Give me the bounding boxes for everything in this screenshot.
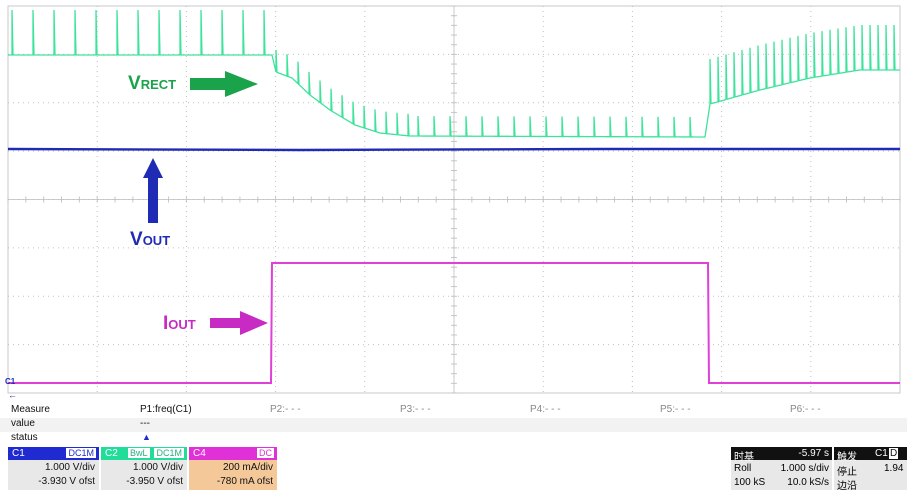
p3-measure[interactable]: P3:- - - (400, 404, 431, 415)
vrect-trace (8, 9, 900, 138)
p6-measure[interactable]: P6:- - - (790, 404, 821, 415)
vout-label-main: V (130, 229, 143, 250)
vrect-label-sub: RECT (140, 77, 177, 92)
channel-c2-offset: -3.950 V ofst (126, 476, 183, 487)
value-row: value --- (0, 418, 907, 432)
trigger-state: 停止 (837, 467, 857, 478)
trigger-coupling: D (889, 448, 899, 459)
iout-trace (8, 262, 900, 384)
channel-bar: C1 DC1M 1.000 V/div -3.930 V ofst C2 BwL… (0, 447, 907, 493)
channel-c2-bwl: BwL (128, 448, 150, 458)
timebase-delay: -5.97 s (798, 448, 829, 459)
channel-c4-coupling: DC (257, 448, 274, 458)
vout-label: VOUT (130, 229, 170, 251)
channel-c4-vdiv: 200 mA/div (222, 462, 273, 473)
channel-c2-vdiv: 1.000 V/div (132, 462, 183, 473)
warning-triangle-icon: ▲ (142, 432, 151, 442)
vout-arrow (143, 158, 163, 223)
timebase-label: 时基 (734, 452, 754, 463)
scroll-left-arrow[interactable]: ← (8, 390, 17, 400)
channel-c1-offset: -3.930 V ofst (38, 476, 95, 487)
p1-value: --- (140, 418, 150, 429)
channel-c4-box[interactable]: C4 DC 200 mA/div -780 mA ofst (189, 447, 277, 490)
timebase-header: 时基 -5.97 s (731, 447, 832, 463)
p1-measure[interactable]: P1:freq(C1) (140, 404, 192, 415)
iout-arrow (210, 311, 268, 335)
measure-label: Measure (11, 404, 50, 415)
timebase-box[interactable]: 时基 -5.97 s Roll 1.000 s/div 100 kS 10.0 … (731, 447, 832, 490)
channel-c4-name: C4 (193, 448, 206, 459)
channel-c1-coupling: DC1M (66, 448, 96, 458)
channel-c2-name: C2 (105, 448, 118, 459)
ch1-ground-marker[interactable]: C1 (5, 377, 16, 386)
timebase-mode: Roll (734, 463, 752, 474)
vrect-label: VRECT (128, 73, 176, 95)
trigger-level: 1.94 (884, 463, 904, 474)
measure-row: Measure P1:freq(C1) P2:- - - P3:- - - P4… (0, 404, 907, 418)
iout-label-main: I (163, 313, 169, 334)
channel-c1-vdiv: 1.000 V/div (44, 462, 95, 473)
trigger-box[interactable]: 触发 C1 D 停止 1.94 边沿 (834, 447, 907, 490)
vrect-label-main: V (128, 73, 141, 94)
channel-c1-name: C1 (12, 448, 25, 459)
channel-c4-offset: -780 mA ofst (216, 476, 273, 487)
graticule (7, 5, 901, 394)
channel-c2-header: C2 BwL DC1M (101, 447, 187, 460)
iout-label-sub: OUT (168, 317, 196, 332)
p4-measure[interactable]: P4:- - - (530, 404, 561, 415)
channel-c4-header: C4 DC (189, 447, 277, 460)
channel-c1-header: C1 DC1M (8, 447, 99, 460)
channel-c2-box[interactable]: C2 BwL DC1M 1.000 V/div -3.950 V ofst (101, 447, 187, 490)
trigger-slope: 边沿 (837, 481, 857, 490)
vout-label-sub: OUT (142, 233, 171, 248)
channel-c2-coupling: DC1M (154, 448, 184, 458)
vrect-arrow (190, 71, 258, 97)
timebase-points: 100 kS (734, 477, 766, 488)
status-row: status ▲ (0, 432, 907, 446)
timebase-tdiv: 1.000 s/div (780, 463, 829, 474)
value-label: value (11, 418, 35, 429)
trigger-label: 触发 (837, 452, 857, 463)
status-label: status (11, 432, 38, 443)
p2-measure[interactable]: P2:- - - (270, 404, 301, 415)
channel-c1-box[interactable]: C1 DC1M 1.000 V/div -3.930 V ofst (8, 447, 99, 490)
p5-measure[interactable]: P5:- - - (660, 404, 691, 415)
trigger-source: C1 (875, 448, 888, 459)
timebase-rate: 10.0 kS/s (787, 477, 829, 488)
trigger-header: 触发 C1 D (834, 447, 907, 463)
waveform-display (7, 5, 901, 394)
measure-panel: Measure P1:freq(C1) P2:- - - P3:- - - P4… (0, 402, 907, 448)
iout-label: IOUT (163, 313, 196, 335)
vout-trace (7, 147, 900, 152)
oscilloscope-screen: VRECT VOUT IOUT C1 ← (5, 5, 901, 400)
